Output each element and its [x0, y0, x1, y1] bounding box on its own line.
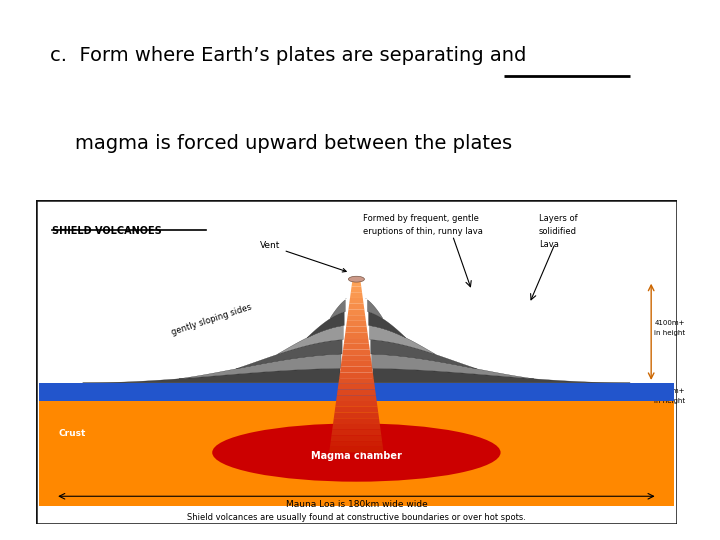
Polygon shape [345, 332, 368, 338]
Polygon shape [338, 378, 374, 384]
Text: eruptions of thin, runny lava: eruptions of thin, runny lava [363, 227, 482, 237]
Text: 5000m+: 5000m+ [654, 388, 685, 394]
Ellipse shape [212, 423, 500, 482]
Polygon shape [348, 309, 365, 315]
Ellipse shape [348, 276, 364, 282]
Polygon shape [349, 298, 364, 303]
Polygon shape [347, 315, 366, 321]
Polygon shape [351, 281, 361, 287]
Polygon shape [340, 367, 373, 373]
Polygon shape [334, 413, 379, 418]
Polygon shape [335, 407, 378, 413]
Text: Vent: Vent [261, 241, 346, 272]
Polygon shape [351, 287, 362, 292]
Text: Layers of: Layers of [539, 214, 577, 224]
Polygon shape [329, 447, 384, 453]
Text: 4100m+: 4100m+ [654, 320, 685, 326]
Polygon shape [341, 355, 372, 361]
Polygon shape [348, 303, 364, 309]
Text: SHIELD VOLCANOES: SHIELD VOLCANOES [52, 226, 162, 236]
Bar [39, 401, 674, 506]
Text: c.  Form where Earth’s plates are separating and: c. Form where Earth’s plates are separat… [50, 46, 527, 65]
Polygon shape [337, 389, 376, 395]
Polygon shape [342, 349, 371, 355]
Text: gently sloping sides: gently sloping sides [171, 302, 253, 337]
Polygon shape [330, 441, 383, 447]
Text: Formed by frequent, gentle: Formed by frequent, gentle [363, 214, 479, 224]
Polygon shape [346, 327, 367, 332]
Polygon shape [346, 321, 366, 327]
Polygon shape [331, 430, 382, 435]
Polygon shape [333, 418, 379, 424]
Text: in height: in height [654, 329, 685, 336]
Polygon shape [343, 344, 370, 349]
Text: Mauna Loa is 180km wide wide: Mauna Loa is 180km wide wide [286, 500, 427, 509]
Bar [39, 383, 674, 401]
Polygon shape [330, 435, 382, 441]
Polygon shape [341, 361, 372, 367]
Polygon shape [338, 384, 375, 389]
Text: in height: in height [654, 397, 685, 404]
Polygon shape [350, 292, 363, 298]
Polygon shape [344, 338, 369, 344]
Polygon shape [339, 373, 374, 378]
Polygon shape [336, 401, 377, 407]
Text: magma is forced upward between the plates: magma is forced upward between the plate… [50, 134, 513, 153]
Polygon shape [336, 395, 377, 401]
Text: Lava: Lava [539, 240, 559, 249]
Text: Magma chamber: Magma chamber [311, 451, 402, 461]
Text: Shield volcances are usually found at constructive boundaries or over hot spots.: Shield volcances are usually found at co… [187, 513, 526, 522]
Polygon shape [332, 424, 381, 430]
Text: Crust: Crust [58, 429, 86, 437]
Text: solidified: solidified [539, 227, 577, 237]
